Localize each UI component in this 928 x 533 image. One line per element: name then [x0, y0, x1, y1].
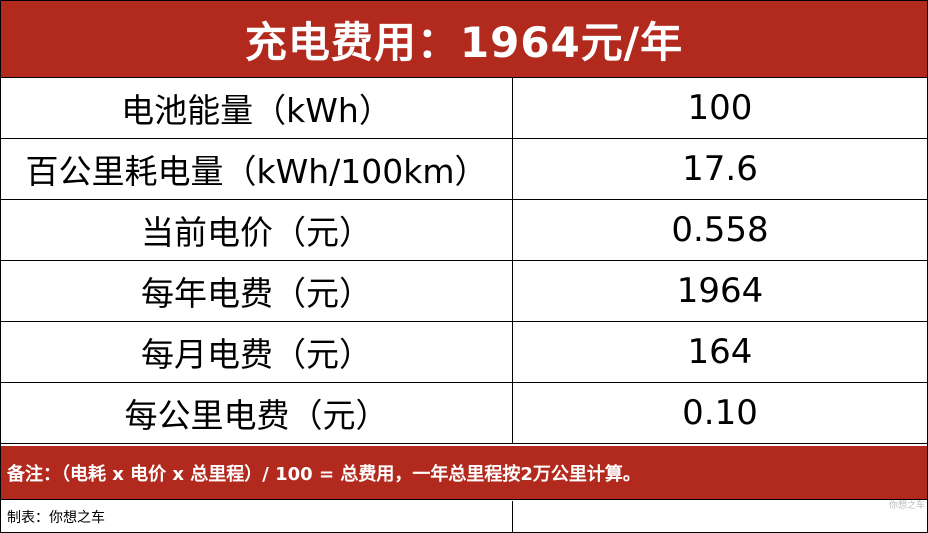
row-value-per-km-cost: 0.10: [682, 393, 758, 433]
table-title: 充电费用：1964元/年: [1, 1, 927, 78]
row-value-consumption: 17.6: [682, 149, 758, 189]
table-body: 电池能量（kWh） 100 百公里耗电量（kWh/100km） 17.6 当前电…: [1, 77, 927, 444]
table-note: 备注：（电耗 x 电价 x 总里程）/ 100 = 总费用，一年总里程按2万公里…: [1, 446, 927, 500]
table-row: 每年电费（元） 1964: [1, 261, 927, 322]
row-label-monthly-cost: 每月电费（元）: [1, 322, 513, 382]
row-label-yearly-cost: 每年电费（元）: [1, 261, 513, 321]
table-row: 每月电费（元） 164: [1, 322, 927, 383]
row-label-per-km-cost: 每公里电费（元）: [1, 383, 513, 443]
row-value-battery-energy: 100: [687, 87, 753, 128]
watermark: 你想之车: [888, 501, 925, 511]
footer-empty-cell: [513, 501, 927, 532]
footer-credit: 制表：你想之车: [1, 501, 513, 532]
row-value-electricity-price: 0.558: [671, 210, 769, 250]
table-row: 每公里电费（元） 0.10: [1, 383, 927, 444]
row-value-monthly-cost: 164: [687, 332, 753, 372]
table-footer: 制表：你想之车: [1, 501, 927, 532]
table-row: 百公里耗电量（kWh/100km） 17.6: [1, 139, 927, 200]
row-label-consumption: 百公里耗电量（kWh/100km）: [1, 139, 513, 199]
table-row: 当前电价（元） 0.558: [1, 200, 927, 261]
row-label-battery-energy: 电池能量（kWh）: [1, 77, 513, 138]
table-row: 电池能量（kWh） 100: [1, 77, 927, 139]
row-value-yearly-cost: 1964: [676, 271, 764, 311]
row-label-electricity-price: 当前电价（元）: [1, 200, 513, 260]
